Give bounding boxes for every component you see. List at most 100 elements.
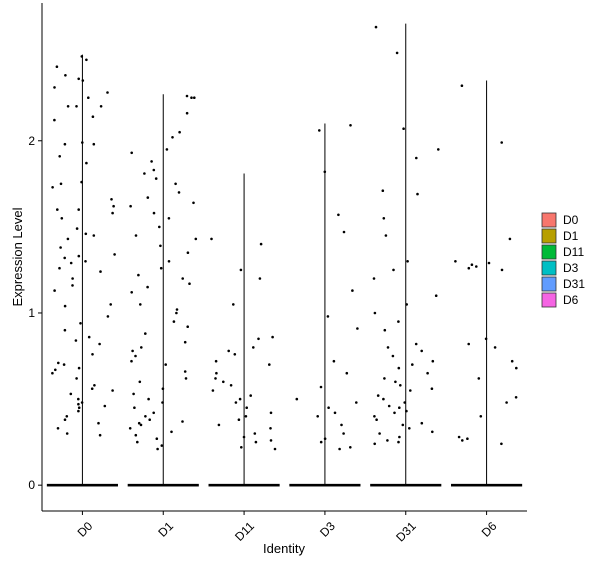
data-point [51,186,54,189]
legend-swatch-d3 [541,260,557,276]
x-tick-label-d3: D3 [317,519,338,540]
data-point [337,213,340,217]
data-point [378,432,381,435]
data-point [316,415,320,418]
data-point [192,201,195,205]
data-point [269,411,273,415]
data-point [493,346,497,349]
data-point [91,115,95,118]
legend-swatch-d0 [541,212,557,228]
data-point [69,392,73,396]
data-point [257,337,260,341]
data-point [515,366,518,370]
data-point [80,180,83,184]
data-point [84,232,88,236]
data-point [461,439,464,442]
data-point [77,402,80,406]
data-point [148,418,151,422]
data-point [139,423,143,427]
legend-label: D11 [563,245,584,259]
data-point [170,430,173,434]
data-point [186,325,189,329]
data-point [138,380,142,384]
data-point [238,397,242,401]
data-point [420,349,424,353]
data-point [356,327,359,330]
data-point [97,421,100,425]
data-point [188,282,191,286]
data-point [65,432,69,435]
data-point [397,366,401,370]
data-point [139,303,142,306]
data-point [349,124,352,127]
data-point [56,208,59,211]
data-point [159,266,163,270]
data-point [77,406,81,410]
data-point [351,289,354,292]
data-point [183,340,187,344]
data-point [144,332,147,335]
y-axis-title: Expression Level [10,207,25,306]
data-point [63,304,67,308]
data-point [345,371,349,375]
data-point [397,440,400,444]
data-point [383,328,387,332]
data-point [132,392,135,396]
data-point [66,105,70,108]
data-point [63,142,67,146]
data-point [273,447,277,451]
data-point [420,421,424,425]
data-point [426,371,429,375]
data-point [130,151,133,155]
data-point [211,389,215,392]
data-point [80,55,84,58]
legend-label: D3 [563,261,579,275]
data-point [342,230,346,234]
data-point [185,94,189,98]
data-point [140,346,143,349]
data-point [405,409,408,413]
data-point [408,427,411,430]
data-point [395,51,399,55]
data-point [245,406,248,410]
data-point [194,237,198,241]
data-point [99,105,103,108]
data-point [259,242,263,246]
data-point [85,58,88,62]
data-point [164,363,167,366]
data-point [178,130,181,134]
data-point [269,427,272,430]
data-point [91,353,94,356]
data-point [382,217,386,220]
data-point [53,118,56,122]
data-point [484,337,488,341]
data-point [430,387,434,391]
data-point [398,435,401,439]
data-point [193,96,196,99]
data-point [51,371,54,375]
data-point [137,273,140,277]
data-point [409,389,412,392]
data-point [249,394,252,397]
data-point [295,397,299,401]
data-point [181,420,184,423]
data-point [460,84,464,87]
data-point [111,389,114,392]
data-point [171,136,174,139]
legend-swatch-d31 [541,276,557,292]
data-point [381,189,385,192]
data-point [252,346,255,349]
data-point [403,401,407,404]
data-point [146,196,150,199]
data-point [77,254,81,258]
data-point [181,277,184,280]
data-point [234,401,238,404]
data-point [161,387,165,391]
data-point [87,335,91,339]
violin-group-d3 [289,123,361,487]
y-tick-label: 2 [28,134,35,148]
data-point [81,79,85,82]
data-point [477,377,481,380]
data-point [58,266,61,270]
